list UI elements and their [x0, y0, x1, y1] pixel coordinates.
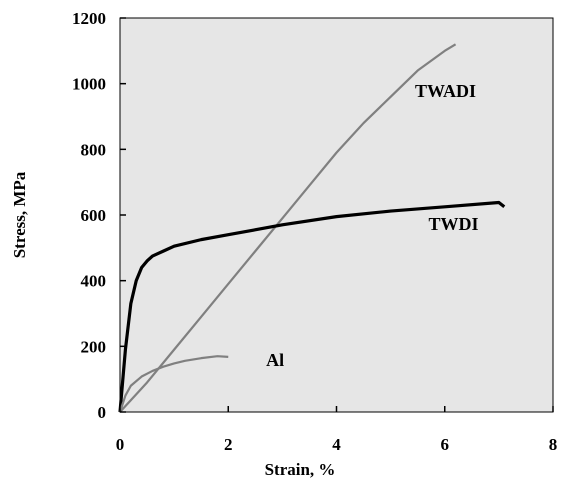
plot-area [119, 17, 554, 413]
x-tick-label: 4 [332, 435, 341, 454]
y-tick-label: 200 [81, 337, 107, 356]
x-tick-label: 2 [224, 435, 233, 454]
series-curves [118, 43, 506, 413]
series-label-twdi: TWDI [429, 214, 479, 234]
x-tick-label: 0 [116, 435, 125, 454]
series-labels: TWADI TWDI Al [266, 81, 478, 370]
y-tick-label: 1000 [72, 75, 106, 94]
y-tick-label: 1200 [72, 9, 106, 28]
series-label-twadi: TWADI [415, 81, 476, 101]
y-tick-label: 0 [98, 403, 107, 422]
series-line-al [118, 355, 229, 413]
series-line-twdi [118, 200, 506, 413]
y-tick-label: 600 [81, 206, 107, 225]
x-tick-label: 8 [549, 435, 558, 454]
x-axis-title: Strain, % [265, 460, 336, 479]
series-label-al: Al [266, 350, 284, 370]
x-tick-label: 6 [441, 435, 450, 454]
axes: 0 2 4 6 8 0 200 400 600 800 1000 1200 [72, 9, 557, 454]
y-axis-title: Stress, MPa [10, 171, 29, 258]
y-tick-label: 800 [81, 140, 107, 159]
series-line-twadi [119, 43, 457, 413]
y-tick-label: 400 [81, 272, 107, 291]
